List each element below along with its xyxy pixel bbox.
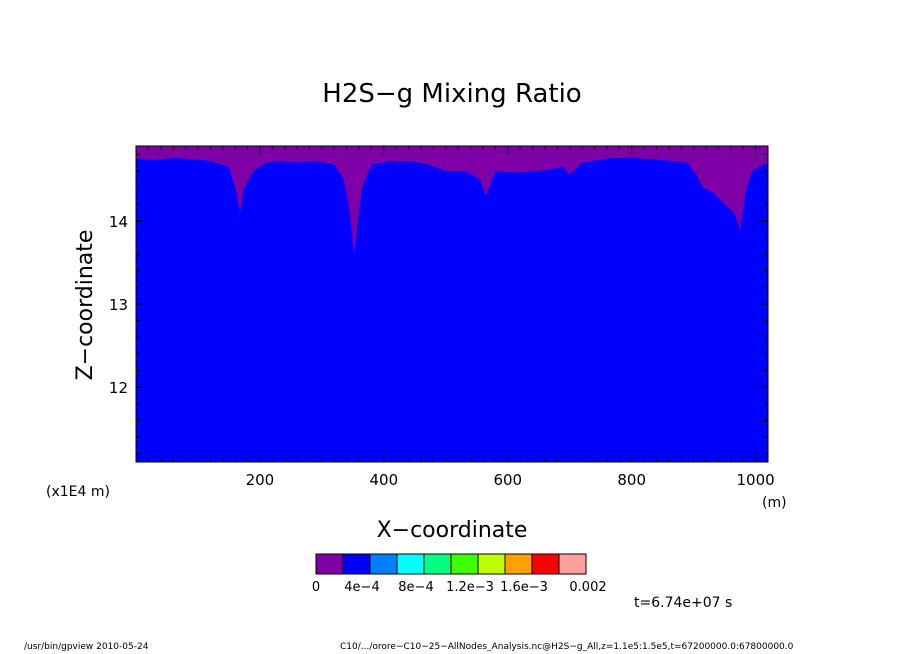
- x-tick-label: 400: [370, 471, 399, 489]
- colorbar-label: 8e−4: [398, 580, 433, 595]
- x-tick-label: 800: [617, 471, 646, 489]
- footer-right-text: C10/.../orore−C10−25−AllNodes_Analysis.n…: [340, 642, 794, 652]
- colorbar-swatch: [396, 553, 425, 575]
- colorbar-label: 0.002: [569, 580, 606, 595]
- colorbar-swatch: [531, 553, 560, 575]
- fill-region-main: [136, 157, 768, 462]
- y-tick-label: 13: [109, 296, 128, 314]
- colorbar-swatch: [423, 553, 452, 575]
- x-tick-label: 200: [246, 471, 275, 489]
- colorbar-swatch: [504, 553, 533, 575]
- colorbar-swatch: [369, 553, 398, 575]
- y-axis-scale-note: (x1E4 m): [46, 484, 110, 500]
- colorbar-label: 4e−4: [344, 580, 379, 595]
- y-axis-label: Z−coordinate: [73, 230, 98, 381]
- footer-left-text: /usr/bin/gpview 2010-05-24: [24, 642, 149, 652]
- chart-title: H2S−g Mixing Ratio: [322, 79, 581, 109]
- colorbar-label: 1.6e−3: [500, 580, 548, 595]
- y-tick-label: 12: [109, 379, 128, 397]
- colorbar-swatch: [450, 553, 479, 575]
- colorbar-swatch: [558, 553, 587, 575]
- colorbar-swatch: [342, 553, 371, 575]
- x-tick-label: 1000: [737, 471, 775, 489]
- y-tick-label: 14: [109, 213, 128, 231]
- colorbar-swatch: [477, 553, 506, 575]
- colorbar: 0 4e−4 8e−4 1.2e−3 1.6e−3 0.002: [312, 553, 607, 595]
- colorbar-label: 0: [312, 580, 320, 595]
- colorbar-label: 1.2e−3: [446, 580, 494, 595]
- colorbar-swatch: [315, 553, 344, 575]
- x-tick-label: 600: [493, 471, 522, 489]
- time-label: t=6.74e+07 s: [634, 595, 733, 611]
- x-axis-label: X−coordinate: [377, 518, 528, 543]
- x-axis-unit: (m): [762, 495, 787, 511]
- plot-area: 200 400 600 800 1000 12 13 14: [109, 145, 775, 489]
